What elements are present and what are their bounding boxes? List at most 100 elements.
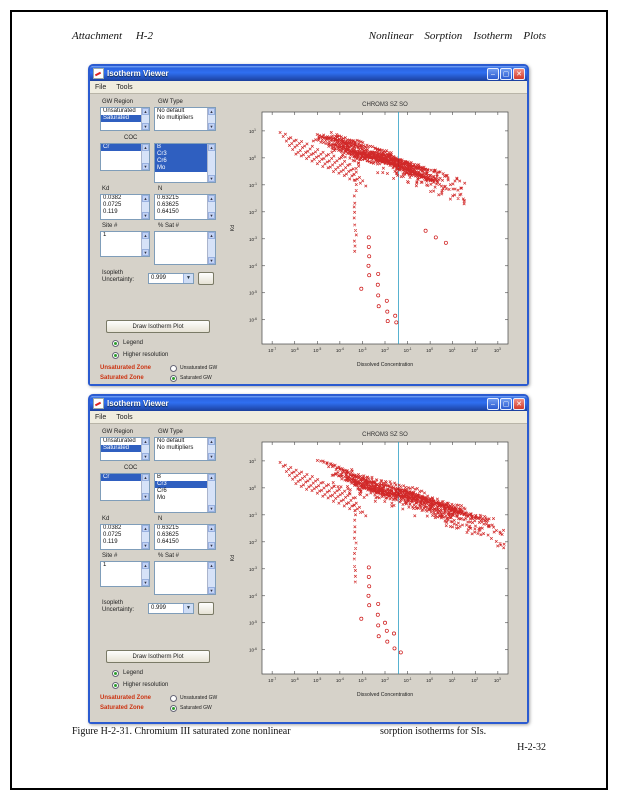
isopleth-apply-button[interactable] — [198, 272, 214, 285]
unsaturated-gw-radio[interactable] — [170, 365, 177, 372]
scroll-up-icon[interactable]: ▲ — [142, 195, 149, 202]
scroll-down-icon[interactable]: ▼ — [208, 453, 215, 460]
coc-group-listbox[interactable]: Cr ▲ ▼ — [100, 473, 150, 501]
scrollbar[interactable]: ▲ ▼ — [141, 525, 149, 549]
dropdown-arrow-icon[interactable]: ▼ — [183, 604, 193, 613]
scroll-up-icon[interactable]: ▲ — [208, 438, 215, 445]
list-option[interactable]: 0.63625 — [157, 202, 179, 208]
scroll-up-icon[interactable]: ▲ — [142, 562, 149, 569]
scrollbar[interactable]: ▲ ▼ — [141, 144, 149, 170]
menu-tools[interactable]: Tools — [116, 413, 133, 421]
list-option[interactable]: 0.64150 — [157, 209, 179, 215]
scrollbar[interactable]: ▲ ▼ — [207, 108, 215, 130]
scroll-down-icon[interactable]: ▼ — [142, 453, 149, 460]
menu-file[interactable]: File — [95, 83, 107, 91]
maximize-button[interactable]: ▢ — [500, 397, 512, 410]
scrollbar[interactable]: ▲ ▼ — [141, 108, 149, 130]
minimize-button[interactable]: – — [487, 67, 499, 80]
window-titlebar[interactable]: Isotherm Viewer – ▢ ✕ — [90, 66, 527, 81]
menu-file[interactable]: File — [95, 413, 107, 421]
list-option[interactable]: Mo — [155, 165, 207, 172]
list-option[interactable]: Cr3 — [155, 151, 207, 158]
scroll-down-icon[interactable]: ▼ — [142, 493, 149, 500]
kd-listbox[interactable]: 0.0382 0.0725 0.119 ▲ ▼ — [100, 524, 150, 550]
draw-isotherm-plot-button[interactable]: Draw Isotherm Plot — [106, 320, 210, 333]
list-option[interactable]: Cr6 — [155, 158, 207, 165]
scroll-up-icon[interactable]: ▲ — [208, 108, 215, 115]
scrollbar[interactable]: ▲ ▼ — [207, 232, 215, 264]
scroll-down-icon[interactable]: ▼ — [208, 212, 215, 219]
scroll-up-icon[interactable]: ▲ — [142, 108, 149, 115]
scrollbar[interactable]: ▲ ▼ — [207, 474, 215, 512]
list-option[interactable]: Cr — [101, 474, 141, 481]
list-option[interactable]: Unsaturated — [103, 438, 136, 444]
list-option[interactable]: 0.119 — [103, 539, 118, 545]
list-option[interactable]: Saturated — [101, 115, 141, 122]
list-option[interactable]: Mo — [157, 495, 166, 501]
scroll-up-icon[interactable]: ▲ — [142, 438, 149, 445]
scroll-down-icon[interactable]: ▼ — [208, 257, 215, 264]
higher-resolution-radio[interactable] — [112, 682, 119, 689]
saturated-gw-radio[interactable] — [170, 375, 177, 382]
legend-radio[interactable] — [112, 670, 119, 677]
list-option[interactable]: 0.0382 — [103, 525, 122, 531]
scroll-up-icon[interactable]: ▲ — [208, 144, 215, 151]
scroll-down-icon[interactable]: ▼ — [208, 123, 215, 130]
coc-group-listbox[interactable]: Cr ▲ ▼ — [100, 143, 150, 171]
list-option[interactable]: 0.63625 — [157, 532, 179, 538]
list-option[interactable]: 0.0725 — [103, 532, 122, 538]
scrollbar[interactable]: ▲ ▼ — [141, 232, 149, 256]
coc-listbox[interactable]: B Cr3 Cr6 Mo ▲ ▼ — [154, 143, 216, 183]
scroll-up-icon[interactable]: ▲ — [208, 232, 215, 239]
scrollbar[interactable]: ▲ ▼ — [207, 525, 215, 549]
list-option[interactable]: 1 — [103, 562, 107, 568]
scroll-down-icon[interactable]: ▼ — [142, 163, 149, 170]
scroll-up-icon[interactable]: ▲ — [142, 232, 149, 239]
minimize-button[interactable]: – — [487, 397, 499, 410]
list-option[interactable]: 0.0382 — [103, 195, 122, 201]
scrollbar[interactable]: ▲ ▼ — [207, 438, 215, 460]
scroll-down-icon[interactable]: ▼ — [142, 579, 149, 586]
scroll-down-icon[interactable]: ▼ — [142, 212, 149, 219]
scroll-up-icon[interactable]: ▲ — [142, 474, 149, 481]
list-option[interactable]: Saturated — [101, 445, 141, 452]
gw-type-listbox[interactable]: No default No multipliers ▲ ▼ — [154, 107, 216, 131]
isopleth-uncertainty-dropdown[interactable]: 0.999 ▼ — [148, 603, 194, 614]
coc-listbox[interactable]: B Cr3 Cr6 Mo ▲ ▼ — [154, 473, 216, 513]
list-option[interactable]: No multipliers — [157, 445, 194, 451]
list-option[interactable]: 0.64150 — [157, 539, 179, 545]
list-option[interactable]: Cr6 — [157, 488, 167, 494]
scrollbar[interactable]: ▲ ▼ — [141, 562, 149, 586]
scroll-up-icon[interactable]: ▲ — [142, 525, 149, 532]
list-option[interactable]: 0.0725 — [103, 202, 122, 208]
scrollbar[interactable]: ▲ ▼ — [141, 438, 149, 460]
higher-resolution-radio[interactable] — [112, 352, 119, 359]
legend-radio[interactable] — [112, 340, 119, 347]
pct-sat-listbox[interactable]: ▲ ▼ — [154, 561, 216, 595]
list-option[interactable]: 0.119 — [103, 209, 118, 215]
list-option[interactable]: 1 — [103, 232, 107, 238]
scroll-up-icon[interactable]: ▲ — [208, 562, 215, 569]
list-option[interactable]: 0.63215 — [157, 195, 179, 201]
scroll-up-icon[interactable]: ▲ — [208, 525, 215, 532]
scroll-down-icon[interactable]: ▼ — [208, 587, 215, 594]
scroll-up-icon[interactable]: ▲ — [208, 195, 215, 202]
n-listbox[interactable]: 0.63215 0.63625 0.64150 ▲ ▼ — [154, 194, 216, 220]
scroll-down-icon[interactable]: ▼ — [142, 542, 149, 549]
list-option[interactable]: Cr3 — [155, 481, 207, 488]
scrollbar[interactable]: ▲ ▼ — [207, 562, 215, 594]
dropdown-arrow-icon[interactable]: ▼ — [183, 274, 193, 283]
scroll-down-icon[interactable]: ▼ — [142, 123, 149, 130]
unsaturated-gw-radio[interactable] — [170, 695, 177, 702]
scroll-down-icon[interactable]: ▼ — [208, 175, 215, 182]
draw-isotherm-plot-button[interactable]: Draw Isotherm Plot — [106, 650, 210, 663]
scroll-up-icon[interactable]: ▲ — [208, 474, 215, 481]
site-listbox[interactable]: 1 ▲ ▼ — [100, 231, 150, 257]
scrollbar[interactable]: ▲ ▼ — [207, 144, 215, 182]
menu-tools[interactable]: Tools — [116, 83, 133, 91]
scrollbar[interactable]: ▲ ▼ — [141, 195, 149, 219]
site-listbox[interactable]: 1 ▲ ▼ — [100, 561, 150, 587]
kd-listbox[interactable]: 0.0382 0.0725 0.119 ▲ ▼ — [100, 194, 150, 220]
list-option[interactable]: 0.63215 — [157, 525, 179, 531]
gw-type-listbox[interactable]: No default No multipliers ▲ ▼ — [154, 437, 216, 461]
